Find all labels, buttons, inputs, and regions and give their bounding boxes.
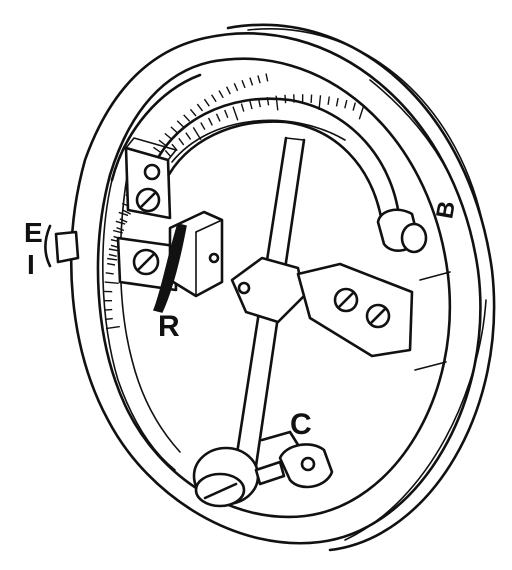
label-c: C	[290, 408, 312, 441]
scale-tick	[224, 109, 229, 119]
scale-tick	[116, 226, 125, 232]
scale-tick	[105, 325, 120, 330]
scale-tick	[123, 209, 132, 215]
scale-tick	[358, 105, 365, 120]
scale-tick	[196, 103, 204, 112]
scale-tick	[183, 114, 191, 122]
inner-ring	[96, 57, 452, 519]
scale-tick	[241, 80, 246, 89]
scale-tick	[310, 94, 313, 103]
scale-tick	[215, 113, 221, 122]
scale-tick	[249, 100, 253, 110]
scale-tick	[335, 97, 339, 107]
scale-tick	[152, 146, 162, 154]
scale-tick	[265, 73, 269, 82]
label-i: I	[27, 249, 35, 280]
scale-tick	[106, 262, 116, 266]
central-slider	[230, 256, 414, 358]
scale-tick	[115, 220, 126, 225]
scale-tick	[200, 122, 206, 131]
scale-tick	[207, 117, 213, 126]
scale-tick	[344, 99, 348, 109]
scale-tick	[108, 248, 119, 252]
scale-tick	[176, 120, 184, 128]
scale-tick	[104, 308, 113, 311]
scale-tick	[203, 98, 210, 107]
scale-tick	[211, 94, 217, 103]
scale-tick	[104, 317, 113, 321]
lower-bearing	[192, 430, 334, 508]
scale-tick	[178, 137, 185, 146]
arc-track	[148, 97, 402, 227]
scale-tick	[119, 218, 128, 223]
scale-tick	[218, 90, 224, 99]
scale-tick	[225, 86, 231, 95]
scale-tick	[249, 77, 254, 86]
scale-tick	[104, 281, 119, 284]
scale-tick	[105, 272, 114, 275]
scale-tick	[185, 132, 192, 140]
scale-tick	[352, 102, 356, 111]
scale-tick	[118, 211, 129, 217]
edge-knob	[44, 224, 80, 268]
scale-tick	[164, 150, 172, 158]
scale-tick	[170, 126, 178, 134]
pin-b	[376, 208, 428, 254]
outer-ring	[70, 23, 496, 552]
scale-tick	[107, 257, 118, 261]
scale-tick	[233, 83, 239, 92]
label-r: R	[158, 310, 180, 343]
label-e: E	[24, 217, 43, 248]
scale-tick	[113, 229, 123, 234]
scale-tick	[108, 253, 117, 257]
upper-clamp	[124, 137, 177, 220]
scale-tick	[327, 96, 330, 105]
scale-tick	[189, 108, 197, 117]
scale-tick	[232, 106, 239, 121]
blade-clamp	[116, 210, 224, 313]
scale-tick	[240, 103, 245, 112]
scale-tick	[257, 75, 261, 84]
